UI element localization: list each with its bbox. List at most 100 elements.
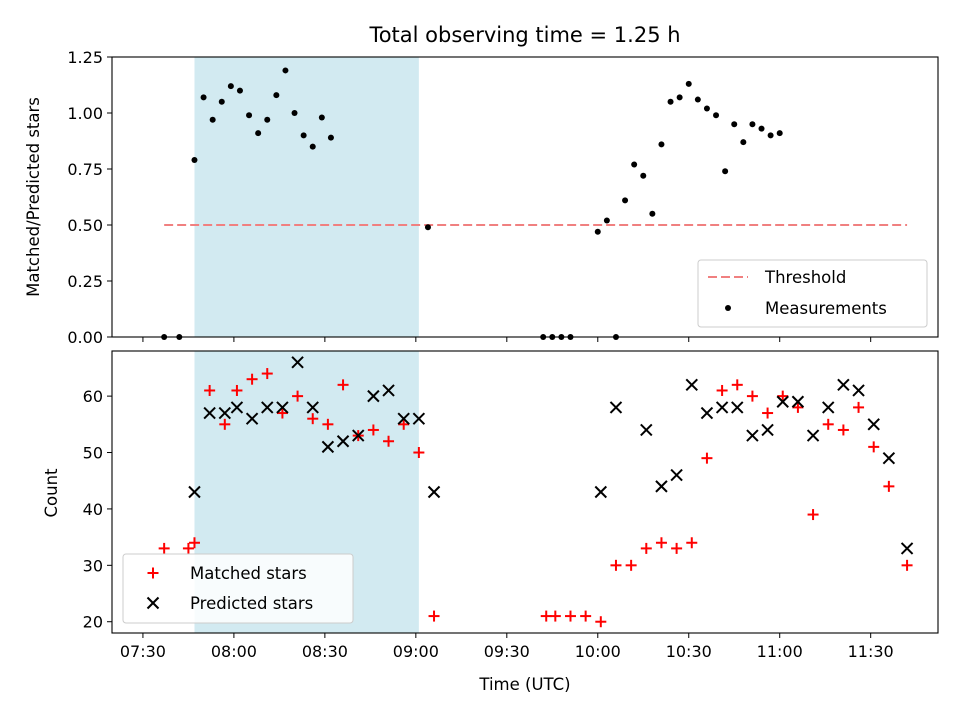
predicted-star-point	[321, 440, 335, 454]
predicted-star-x-b	[352, 429, 365, 442]
predicted-star-point	[609, 401, 623, 414]
matched-star-point	[276, 407, 288, 419]
matched-star-point	[204, 384, 216, 396]
predicted-star-x-b	[427, 485, 441, 499]
predicted-star-x-b	[306, 401, 319, 414]
predicted-star-x-b	[230, 401, 244, 414]
predicted-star-x-b	[806, 429, 820, 442]
matched-star-point	[182, 542, 194, 554]
measurement-point	[594, 228, 601, 235]
x-tick-label: 09:30	[484, 642, 530, 661]
measurement-point	[767, 132, 774, 139]
predicted-star-x-b	[291, 356, 304, 369]
measurement-point	[327, 134, 334, 141]
measurement-point	[740, 139, 747, 146]
predicted-star-x-b	[837, 378, 850, 392]
predicted-star-point	[822, 401, 835, 414]
predicted-star-point	[367, 389, 380, 403]
measurement-point	[191, 157, 198, 164]
measurement-point	[318, 114, 325, 121]
predicted-star-x-b	[321, 440, 335, 454]
measurement-point	[264, 116, 271, 123]
matched-star-point	[580, 610, 592, 622]
bottom-panel: 20 30 40 50 60 07:30 08:00 08:30 09:00 09:30 10:00…	[42, 350, 939, 694]
matched-star-point	[853, 401, 865, 413]
predicted-star-x-b	[218, 406, 232, 420]
predicted-star-point	[852, 384, 865, 397]
predicted-star-x-b	[655, 480, 668, 493]
matched-star-point	[246, 373, 258, 385]
predicted-star-point	[594, 485, 608, 499]
predicted-star-x-b	[700, 406, 714, 420]
matched-star-point	[655, 537, 667, 549]
measurement-point	[603, 217, 610, 224]
measurement-point	[694, 96, 701, 103]
measurement-point	[749, 121, 756, 128]
bottom-axes: 20 30 40 50 60 07:30 08:00 08:30 09:00 09:30 10:00…	[83, 350, 939, 661]
y-tick-label: 0.50	[67, 216, 103, 235]
predicted-star-x-b	[900, 542, 914, 555]
predicted-star-point	[900, 542, 914, 555]
matched-star-point	[595, 616, 607, 628]
matched-star-point	[428, 610, 440, 622]
top-legend: Threshold Measurements	[697, 259, 928, 328]
predicted-star-point	[746, 429, 759, 442]
predicted-star-x-b	[609, 401, 623, 414]
predicted-star-point	[203, 406, 216, 420]
predicted-star-x-b	[746, 429, 759, 442]
matched-star-point	[337, 379, 349, 391]
shaded-observing-span	[194, 57, 419, 337]
matched-star-point	[367, 424, 379, 436]
y-tick-label: 50	[83, 444, 103, 463]
measurement-point	[676, 94, 683, 101]
bottom-legend: Matched stars Predicted stars	[122, 553, 354, 624]
y-tick-label: 60	[83, 387, 103, 406]
measurement-point	[758, 125, 765, 132]
measurement-point	[631, 161, 638, 168]
x-axis-label: Time (UTC)	[478, 675, 570, 694]
matched-star-point	[322, 418, 334, 430]
predicted-star-point	[276, 401, 289, 414]
predicted-star-point	[352, 429, 365, 442]
measurement-point	[309, 143, 316, 150]
x-tick-label: 10:00	[575, 642, 621, 661]
matched-star-point	[807, 509, 819, 521]
x-tick-label: 08:30	[302, 642, 348, 661]
x-tick-label: 07:30	[120, 642, 166, 661]
predicted-star-point	[776, 395, 789, 408]
predicted-star-point	[306, 401, 319, 414]
matched-star-point	[158, 542, 170, 554]
predicted-star-point	[715, 401, 729, 414]
predicted-star-x-b	[397, 412, 410, 425]
matched-star-point	[901, 559, 913, 571]
measurement-point	[649, 210, 656, 217]
predicted-star-x-b	[412, 412, 426, 425]
predicted-star-x-b	[685, 378, 698, 392]
measurement-point	[658, 141, 665, 148]
predicted-star-x-b	[261, 401, 274, 414]
measurement-point	[685, 80, 692, 87]
predicted-star-x-b	[761, 423, 774, 437]
legend-threshold-label: Threshold	[764, 268, 846, 287]
predicted-star-point	[261, 401, 274, 414]
measurement-point	[246, 112, 253, 119]
matched-star-point	[398, 418, 410, 430]
predicted-star-point	[218, 406, 232, 420]
measurement-point	[200, 94, 207, 101]
y-tick-label: 0.25	[67, 272, 103, 291]
predicted-star-x-b	[852, 384, 865, 397]
matched-star-point	[625, 559, 637, 571]
predicted-star-x-b	[594, 485, 608, 499]
axes-frame	[111, 56, 939, 338]
measurement-point	[282, 67, 289, 74]
axes-frame	[111, 350, 939, 634]
matched-star-point	[219, 418, 231, 430]
measurement-point	[218, 98, 225, 105]
measurement-point	[703, 105, 710, 112]
matched-star-point	[762, 407, 774, 419]
predicted-star-point	[655, 480, 668, 493]
measurement-point	[713, 112, 720, 119]
predicted-star-x-b	[245, 412, 259, 425]
matched-star-point	[792, 401, 804, 413]
predicted-star-point	[791, 395, 805, 408]
